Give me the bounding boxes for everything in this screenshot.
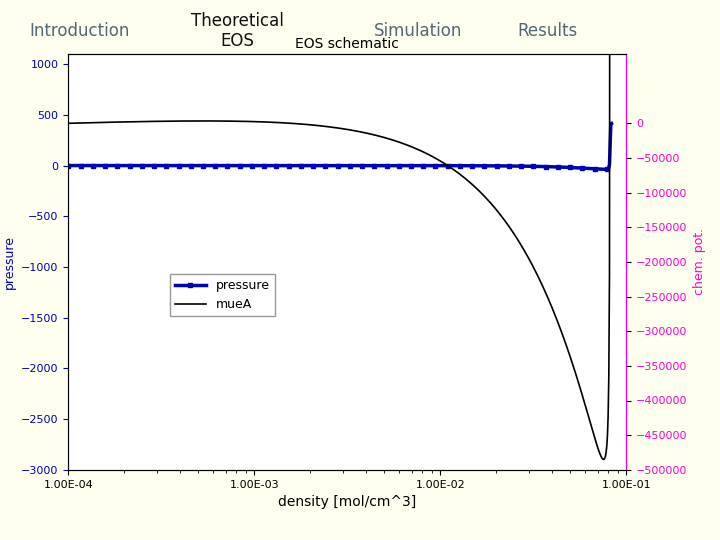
Text: Introduction: Introduction <box>29 22 130 40</box>
pressure <box>394 163 402 169</box>
pressure <box>379 163 388 169</box>
mueA <box>394 139 402 145</box>
X-axis label: density [mol/cm^3]: density [mol/cm^3] <box>278 495 417 509</box>
pressure <box>64 163 73 169</box>
mueA <box>599 456 608 463</box>
Legend: pressure, mueA: pressure, mueA <box>169 274 275 316</box>
pressure <box>97 163 106 169</box>
mueA <box>476 189 485 195</box>
Text: Results: Results <box>517 22 577 40</box>
pressure <box>599 166 608 173</box>
pressure <box>410 163 419 169</box>
Text: Simulation: Simulation <box>374 22 462 40</box>
pressure <box>607 120 616 126</box>
pressure <box>532 163 541 170</box>
mueA <box>410 145 419 151</box>
mueA <box>532 269 541 276</box>
Title: EOS schematic: EOS schematic <box>295 37 400 51</box>
pressure <box>476 163 485 169</box>
Text: Theoretical
EOS: Theoretical EOS <box>192 12 284 50</box>
Y-axis label: chem. pot.: chem. pot. <box>693 228 706 295</box>
mueA <box>97 119 106 126</box>
Line: pressure: pressure <box>66 121 614 172</box>
mueA <box>64 120 73 126</box>
Y-axis label: pressure: pressure <box>3 235 16 289</box>
mueA <box>379 134 388 140</box>
Line: mueA: mueA <box>68 0 611 460</box>
